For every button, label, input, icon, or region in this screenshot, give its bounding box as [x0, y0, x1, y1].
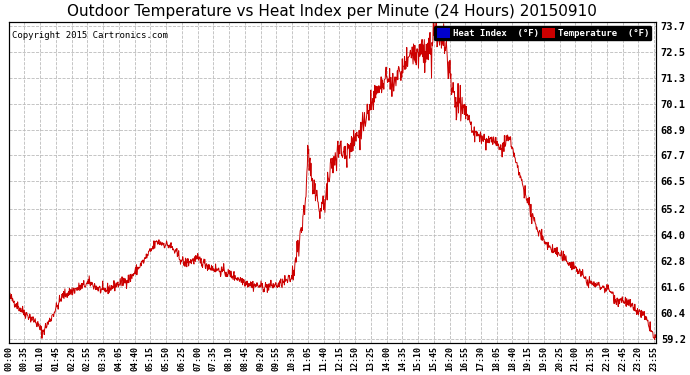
Legend: Heat Index  (°F), Temperature  (°F): Heat Index (°F), Temperature (°F)	[435, 26, 651, 40]
Text: Copyright 2015 Cartronics.com: Copyright 2015 Cartronics.com	[12, 32, 168, 40]
Title: Outdoor Temperature vs Heat Index per Minute (24 Hours) 20150910: Outdoor Temperature vs Heat Index per Mi…	[68, 4, 598, 19]
